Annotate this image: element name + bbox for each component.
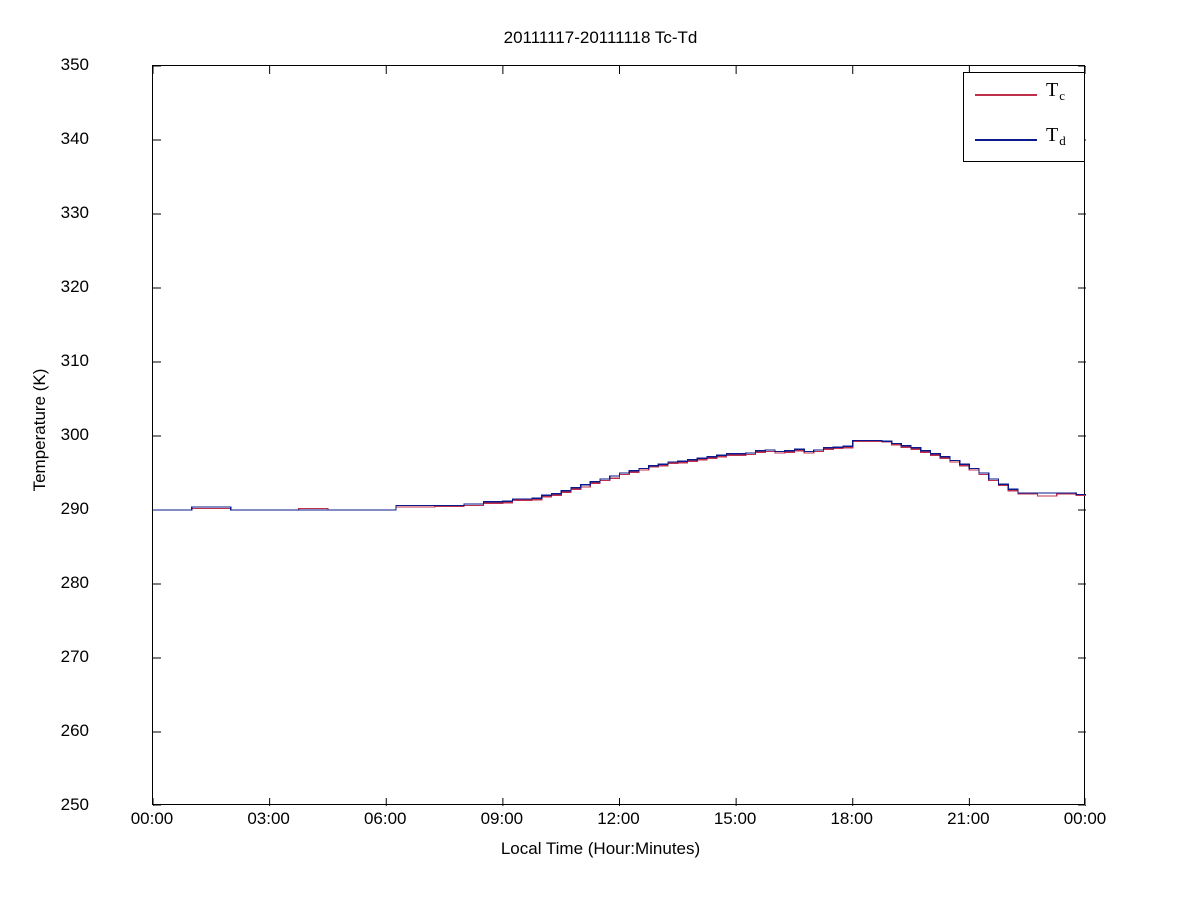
y-axis-tick-label: 320 [60,277,89,296]
plot-canvas [153,66,1086,806]
y-axis-tick-label: 300 [60,425,89,444]
legend-label: Tc [1046,79,1065,103]
legend-label: Td [1046,124,1066,148]
y-axis-tick-label: 310 [60,351,89,370]
x-axis-tick-label: 00:00 [1063,809,1107,828]
x-axis-tick-label: 00:00 [130,809,174,828]
legend-color-swatch [975,139,1037,141]
y-axis-tick-label: 270 [60,647,89,666]
series-line-td [153,439,1086,511]
x-axis-tick-label: 03:00 [247,809,290,828]
chart-legend: Tc Td [963,72,1085,162]
x-axis-tick-label: 15:00 [713,809,757,828]
x-axis-tick-label: 09:00 [480,809,524,828]
x-axis-tick-label: 12:00 [597,809,640,828]
y-axis-tick-label: 280 [60,573,89,592]
y-axis-tick-label: 290 [60,499,89,518]
legend-item-tc: Tc [964,73,1086,118]
y-axis-tick-label: 350 [60,55,89,74]
y-axis-tick-label: 260 [60,721,89,740]
legend-item-td: Td [964,118,1086,163]
y-axis-tick-label: 250 [60,795,89,814]
y-axis-tick-label: 330 [60,203,89,222]
x-axis-tick-label: 06:00 [363,809,407,828]
y-axis-tick-label: 340 [60,129,89,148]
x-axis-title: Local Time (Hour:Minutes) [500,839,701,858]
legend-color-swatch [975,94,1037,96]
x-axis-tick-label: 21:00 [947,809,990,828]
x-axis-tick-label: 18:00 [830,809,874,828]
plot-area [152,65,1086,806]
chart-title: 20111117-20111118 Tc-Td [503,28,698,47]
